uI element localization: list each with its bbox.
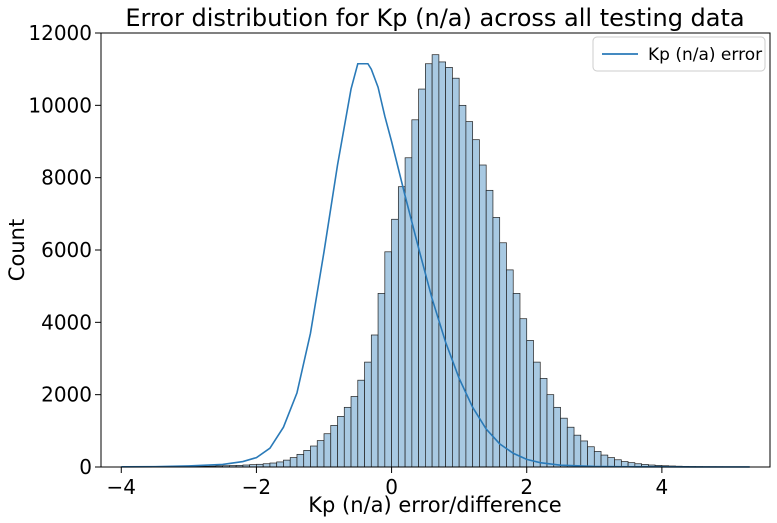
histogram-bar [283,459,291,468]
histogram-bar [425,63,433,468]
histogram-bar [377,293,386,468]
histogram-bar [553,406,561,468]
histogram-bar [431,54,440,468]
histogram-bar [343,406,352,468]
kde-curve [121,62,750,468]
histogram-bar [276,461,284,468]
y-tick-label: 12000 [28,21,92,45]
y-tick-label: 4000 [41,310,92,334]
histogram-bar [303,450,311,468]
histogram-bar [357,379,365,468]
x-tick-label: −4 [107,475,136,499]
histogram-bar [607,457,615,468]
histogram-bar [269,462,278,468]
histogram-bar [337,416,345,468]
histogram-bar [350,396,359,468]
histogram-bar [458,104,467,468]
histogram-bar [316,440,325,468]
histogram-bar [512,293,521,468]
y-axis-ticks: 0 2000 4000 6000 8000 10000 12000 [28,21,101,479]
histogram-bar [330,425,338,468]
y-tick-label: 6000 [41,238,92,262]
legend: Kp (n/a) error [592,36,766,72]
histogram-bar [310,445,318,468]
x-tick-label: 2 [520,475,533,499]
histogram-bar [364,361,372,468]
histogram-bar [370,334,379,468]
histogram-bar [384,251,392,468]
y-tick-label: 0 [79,455,92,479]
histogram-bar [465,121,474,468]
histogram-bar [519,318,528,468]
histogram-bar [539,378,548,468]
histogram-bar [546,394,555,468]
histogram-bar [445,67,453,468]
y-tick-label: 8000 [41,166,92,190]
histogram-bar [593,451,602,468]
histogram-bar [566,426,575,468]
y-axis-label: Count [5,219,29,281]
histogram-bar [418,88,426,468]
legend-label: Kp (n/a) error [648,45,762,65]
histogram-bar [573,434,582,468]
x-axis-label: Kp (n/a) error/difference [308,493,561,517]
histogram-bar [492,217,501,468]
histogram-bar [499,242,507,468]
y-tick-label: 2000 [41,383,92,407]
histogram-bar [411,119,419,468]
histogram-bar [526,340,534,468]
histogram-bars [120,54,757,468]
histogram-bar [506,269,514,468]
histogram-bar [438,61,446,468]
histogram-bar [404,157,413,468]
histogram-bar [587,446,595,468]
x-tick-label: −2 [242,475,271,499]
histogram-bar [323,433,332,468]
legend-box [592,36,766,72]
y-tick-label: 10000 [28,93,92,117]
histogram-bar [560,417,568,468]
x-axis-ticks: −4 −2 0 2 4 [107,467,669,499]
x-tick-label: 4 [656,475,669,499]
histogram-bar [485,189,494,468]
histogram-bar [533,361,541,468]
chart-title: Error distribution for Kp (n/a) across a… [125,4,744,32]
histogram-bar [289,457,298,468]
histogram-bar [600,454,609,468]
histogram-bar [580,440,588,468]
x-tick-label: 0 [385,475,398,499]
histogram-bar [452,77,460,468]
histogram-bar [397,186,406,468]
histogram-bar [479,164,487,468]
histogram-bar [296,453,305,468]
histogram-bar [391,218,399,468]
